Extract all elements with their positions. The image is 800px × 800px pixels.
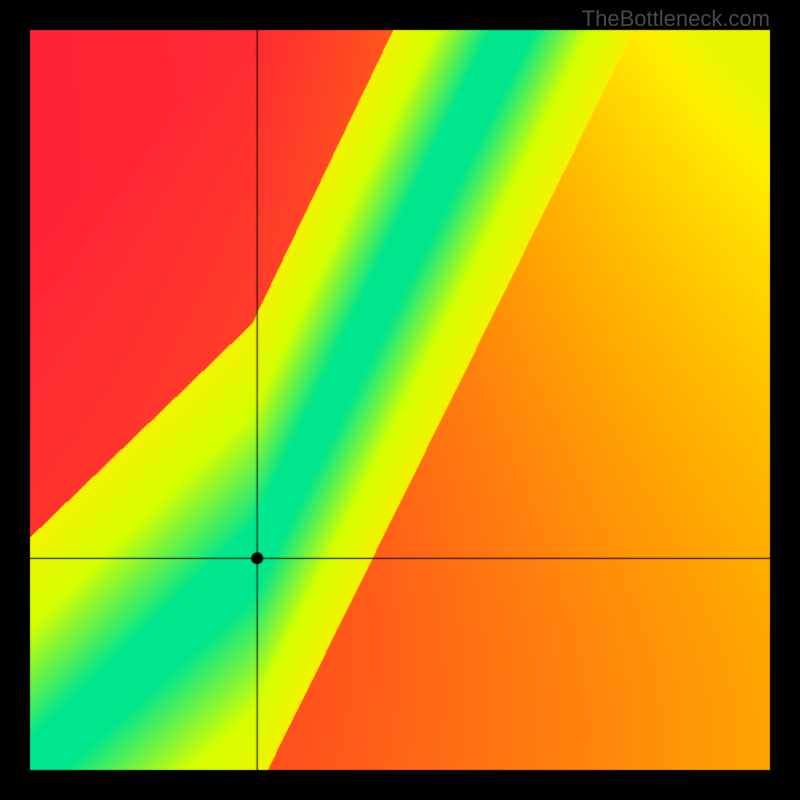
watermark-text: TheBottleneck.com: [582, 6, 770, 32]
bottleneck-heatmap: [0, 0, 800, 800]
chart-container: TheBottleneck.com: [0, 0, 800, 800]
